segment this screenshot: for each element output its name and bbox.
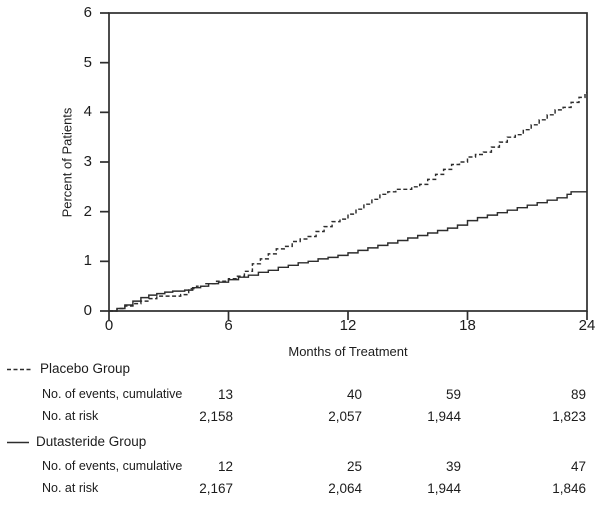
dutasteride-events-m24: 47 <box>570 459 586 474</box>
placebo-risk-m6: 2,158 <box>199 409 233 424</box>
dutasteride-events-m18: 39 <box>445 459 461 474</box>
placebo-risk-m12: 2,057 <box>328 409 362 424</box>
placebo-events-m12: 40 <box>346 387 362 402</box>
y-tick-label-5: 5 <box>83 53 92 71</box>
placebo-risk-row-label: No. at risk <box>42 409 99 423</box>
x-tick-label-24: 24 <box>578 317 596 334</box>
dutasteride-risk-m18: 1,944 <box>427 481 461 496</box>
x-tick-label-12: 12 <box>339 317 357 334</box>
plot-frame <box>108 12 588 312</box>
dutasteride-risk-row-label: No. at risk <box>42 481 99 495</box>
placebo-risk-m18: 1,944 <box>427 409 461 424</box>
x-axis-title: Months of Treatment <box>288 344 408 359</box>
dutasteride-events-row-label: No. of events, cumulative <box>42 459 183 473</box>
dutasteride-solid-line-icon <box>7 441 29 443</box>
legend-dutasteride-label: Dutasteride Group <box>36 434 147 449</box>
x-tick-label-0: 0 <box>104 317 114 334</box>
y-tick-label-2: 2 <box>83 202 92 220</box>
x-tick-label-6: 6 <box>224 317 233 334</box>
dutasteride-events-m6: 12 <box>217 459 233 474</box>
placebo-risk-m24: 1,823 <box>552 409 586 424</box>
series-dutasteride-group <box>109 191 587 312</box>
x-tick-label-18: 18 <box>459 317 476 334</box>
y-tick-label-3: 3 <box>83 153 92 170</box>
placebo-events-m18: 59 <box>445 387 461 402</box>
series-placebo-group <box>109 91 587 312</box>
dutasteride-events-m12: 25 <box>346 459 362 474</box>
y-tick-label-6: 6 <box>83 4 92 21</box>
legend-placebo-group: Placebo Group <box>6 361 130 377</box>
placebo-events-row-label: No. of events, cumulative <box>42 387 183 401</box>
dutasteride-risk-m6: 2,167 <box>199 481 233 496</box>
y-tick-label-4: 4 <box>83 103 92 121</box>
dutasteride-risk-m12: 2,064 <box>328 481 362 496</box>
legend-placebo-label: Placebo Group <box>40 361 131 376</box>
dutasteride-risk-m24: 1,846 <box>552 481 586 496</box>
placebo-events-m24: 89 <box>570 387 586 402</box>
y-tick-label-0: 0 <box>83 302 92 319</box>
km-plot <box>100 12 588 320</box>
legend-dutasteride-group: Dutasteride Group <box>6 434 146 450</box>
y-tick-label-1: 1 <box>83 252 92 270</box>
placebo-dashed-line-icon <box>7 368 33 370</box>
placebo-events-m6: 13 <box>217 387 233 402</box>
